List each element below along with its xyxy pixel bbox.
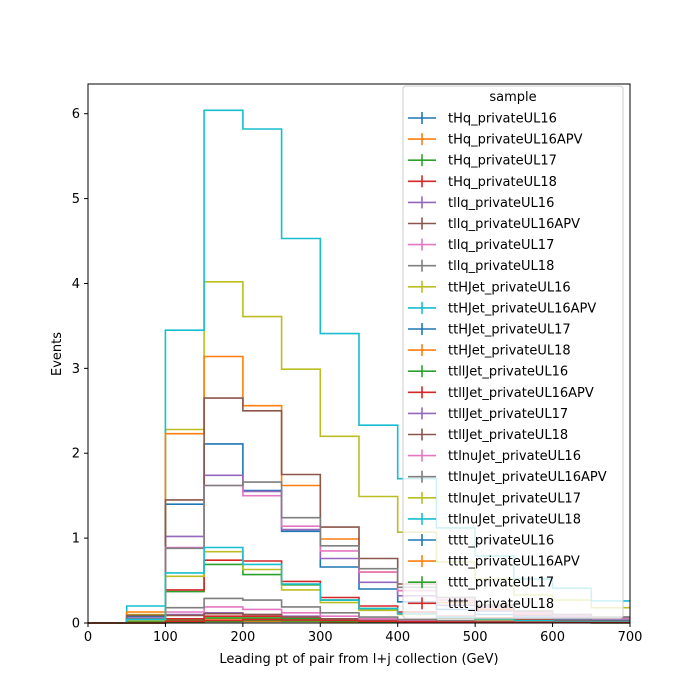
legend-entry: tttt_privateUL18 — [408, 597, 554, 612]
legend-label: tllq_privateUL17 — [448, 238, 554, 253]
legend-entry: tHq_privateUL16APV — [408, 133, 583, 148]
x-tick-label: 700 — [618, 630, 643, 645]
legend-entry: tllq_privateUL18 — [408, 259, 554, 274]
legend-label: ttHJet_privateUL18 — [448, 344, 571, 359]
legend-entry: ttHJet_privateUL16APV — [408, 301, 596, 316]
x-tick-label: 200 — [230, 630, 255, 645]
legend-entry: tttt_privateUL16 — [408, 534, 554, 549]
x-tick-label: 500 — [463, 630, 488, 645]
legend-label: ttllJet_privateUL16APV — [448, 386, 594, 401]
legend-label: ttlnuJet_privateUL16 — [448, 449, 581, 464]
legend-title: sample — [489, 90, 536, 105]
legend-label: tttt_privateUL18 — [448, 597, 554, 612]
legend-entry: tttt_privateUL16APV — [408, 555, 580, 570]
legend-label: tHq_privateUL16 — [448, 112, 557, 127]
legend-label: ttHJet_privateUL17 — [448, 323, 571, 338]
legend-label: ttlnuJet_privateUL16APV — [448, 470, 607, 485]
legend-entry: ttlnuJet_privateUL18 — [408, 512, 581, 527]
y-tick-label: 5 — [72, 192, 80, 207]
legend: sample tHq_privateUL16 tHq_privateUL16APVt… — [402, 85, 624, 619]
legend-label: tllq_privateUL18 — [448, 259, 554, 274]
y-tick-label: 1 — [72, 532, 80, 547]
legend-label: tttt_privateUL16 — [448, 534, 554, 549]
y-axis-label: Events — [50, 332, 65, 376]
x-axis-label: Leading pt of pair from l+j collection (… — [219, 652, 498, 667]
legend-label: ttlnuJet_privateUL18 — [448, 512, 581, 527]
legend-label: tttt_privateUL16APV — [448, 555, 580, 570]
legend-entry: ttllJet_privateUL16 — [408, 365, 568, 380]
legend-label: ttlnuJet_privateUL17 — [448, 491, 581, 506]
legend-entry: tllq_privateUL16APV — [408, 217, 580, 232]
legend-entry: ttHJet_privateUL17 — [408, 323, 571, 338]
legend-frame — [402, 85, 624, 619]
legend-label: ttllJet_privateUL18 — [448, 428, 568, 443]
legend-label: ttllJet_privateUL17 — [448, 407, 568, 422]
legend-label: ttllJet_privateUL16 — [448, 365, 568, 380]
plot-frame — [87, 83, 631, 624]
legend-entry: ttlnuJet_privateUL17 — [408, 491, 581, 506]
x-tick-label: 0 — [84, 630, 92, 645]
x-tick-label: 600 — [540, 630, 565, 645]
legend-entry: tllq_privateUL16 — [408, 196, 554, 211]
y-tick-label: 2 — [72, 447, 80, 462]
legend-entry: ttHJet_privateUL18 — [408, 344, 571, 359]
legend-entry: ttllJet_privateUL18 — [408, 428, 568, 443]
x-tick-label: 100 — [153, 630, 178, 645]
legend-entry: tttt_privateUL17 — [408, 576, 554, 591]
legend-entry: tHq_privateUL16 — [408, 112, 557, 127]
y-tick-label: 4 — [72, 277, 80, 292]
x-axis: 0 100 200 300 400 500 600 700 — [84, 623, 643, 645]
series-line-tttt_privateUL18 — [88, 618, 630, 624]
legend-label: tHq_privateUL17 — [448, 154, 557, 169]
legend-label: tHq_privateUL16APV — [448, 133, 583, 148]
legend-entry: ttlnuJet_privateUL16 — [408, 449, 581, 464]
legend-label: tttt_privateUL17 — [448, 576, 554, 591]
series-line-ttlnuJet_privateUL18 — [88, 546, 630, 624]
x-tick-label: 300 — [308, 630, 333, 645]
y-tick-label: 0 — [72, 617, 80, 632]
legend-label: tllq_privateUL16APV — [448, 217, 580, 232]
legend-label: ttHJet_privateUL16 — [448, 280, 571, 295]
legend-entry: ttllJet_privateUL17 — [408, 407, 568, 422]
legend-entry: ttHJet_privateUL16 — [408, 280, 571, 295]
legend-label: tllq_privateUL16 — [448, 196, 554, 211]
legend-entry: tHq_privateUL18 — [408, 175, 557, 190]
legend-entry: ttllJet_privateUL16APV — [408, 386, 594, 401]
y-tick-label: 6 — [72, 107, 80, 122]
legend-entry: tHq_privateUL17 — [408, 154, 557, 169]
legend-label: tHq_privateUL18 — [448, 175, 557, 190]
x-tick-label: 400 — [385, 630, 410, 645]
y-axis: 0 1 2 3 4 5 6 — [72, 107, 88, 632]
y-tick-label: 3 — [72, 362, 80, 377]
legend-entry: ttlnuJet_privateUL16APV — [408, 470, 607, 485]
legend-label: ttHJet_privateUL16APV — [448, 301, 596, 316]
legend-entry: tllq_privateUL17 — [408, 238, 554, 253]
